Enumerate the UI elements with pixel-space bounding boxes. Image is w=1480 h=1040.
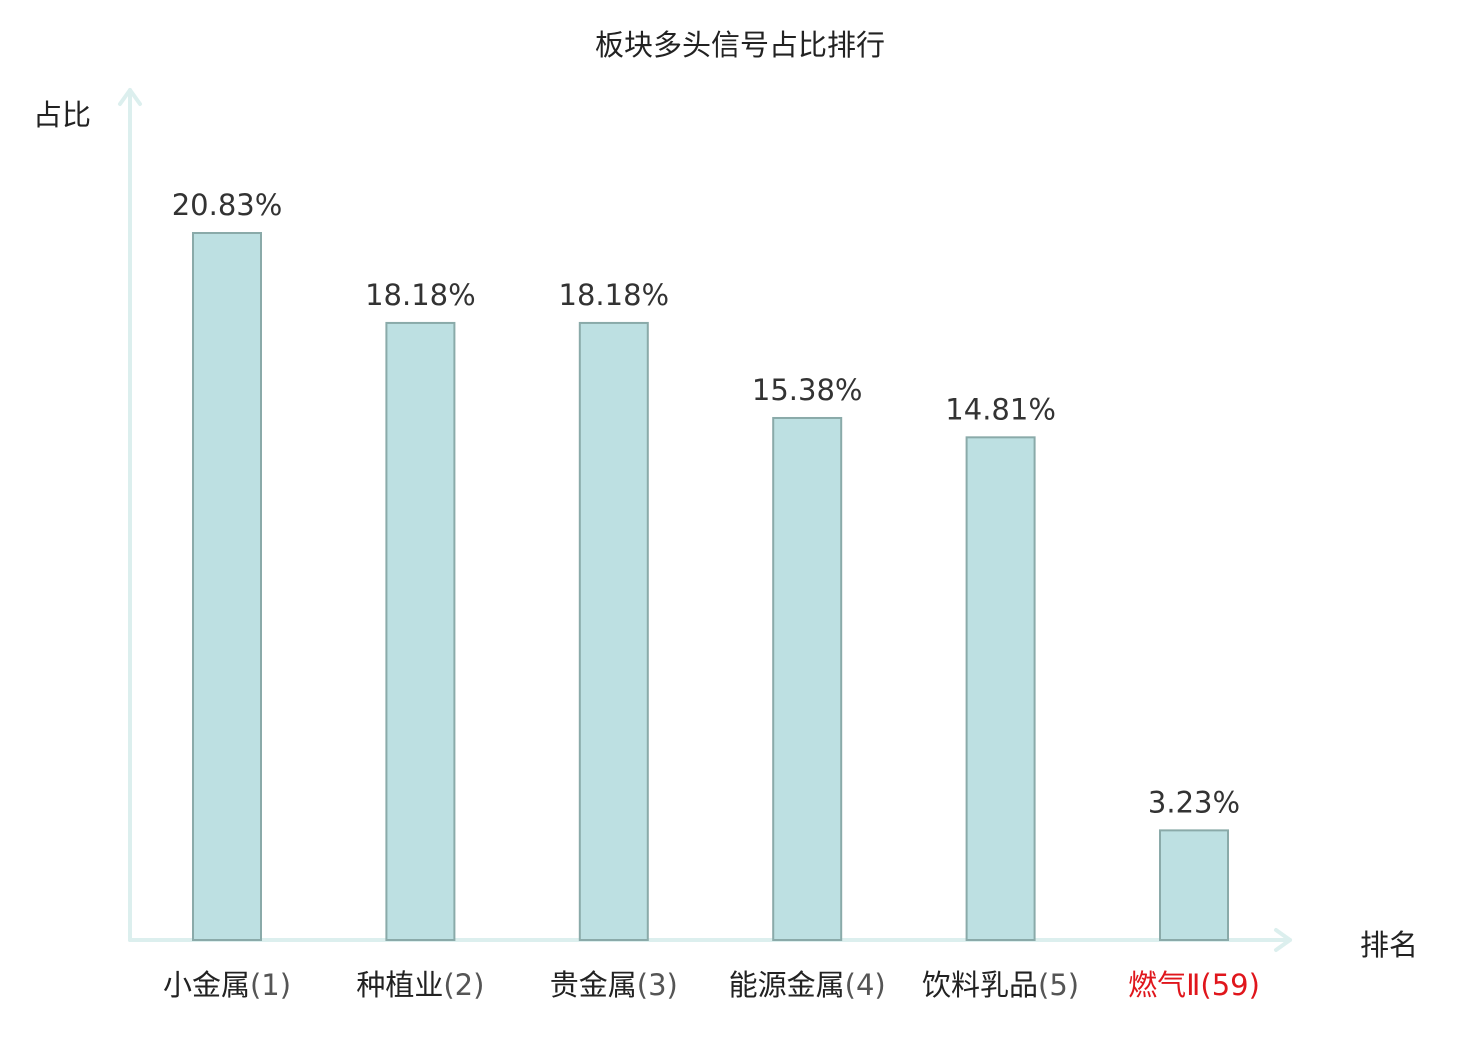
value-label-4: 15.38% [752, 373, 863, 407]
category-rank: (2) [443, 968, 485, 1002]
category-name: 种植业 [356, 968, 444, 1002]
value-labels: 20.83% 18.18% 18.18% 15.38% 14.81% 3.23% [172, 188, 1240, 819]
category-rank: (59) [1200, 968, 1260, 1002]
category-label-3: 贵金属(3) [504, 962, 724, 1004]
category-name: 燃气Ⅱ [1128, 968, 1201, 1002]
category-label-5: 饮料乳品(5) [891, 962, 1111, 1004]
category-name: 饮料乳品 [922, 968, 1039, 1002]
category-label-4: 能源金属(4) [697, 962, 917, 1004]
category-rank: (4) [844, 968, 886, 1002]
category-name: 能源金属 [728, 968, 845, 1002]
category-label-1: 小金属(1) [117, 962, 337, 1004]
value-label-5: 14.81% [945, 392, 1056, 426]
category-name: 贵金属 [549, 968, 637, 1002]
bar-6 [1159, 829, 1229, 942]
bar-2 [385, 321, 456, 942]
bar-1 [192, 232, 262, 941]
value-label-1: 20.83% [172, 188, 283, 222]
category-rank: (5) [1038, 968, 1080, 1002]
category-rank: (1) [249, 968, 292, 1002]
bar-4 [772, 416, 843, 942]
y-axis-arrow [118, 88, 142, 106]
value-label-6: 3.23% [1148, 785, 1240, 819]
bar-5 [965, 436, 1036, 941]
x-axis-label: 排名 [1360, 928, 1419, 962]
y-axis-label: 占比 [33, 98, 92, 132]
value-label-3: 18.18% [559, 278, 670, 312]
chart-title: 板块多头信号占比排行 [594, 28, 885, 62]
bar-3 [578, 321, 649, 942]
category-label-6: 燃气Ⅱ(59) [1084, 962, 1304, 1004]
category-name: 小金属 [162, 968, 250, 1002]
bars [192, 232, 1229, 942]
category-label-2: 种植业(2) [310, 962, 530, 1004]
axes [118, 88, 1292, 952]
x-axis-arrow [1274, 928, 1292, 952]
category-rank: (3) [636, 968, 678, 1002]
value-label-2: 18.18% [365, 278, 476, 312]
